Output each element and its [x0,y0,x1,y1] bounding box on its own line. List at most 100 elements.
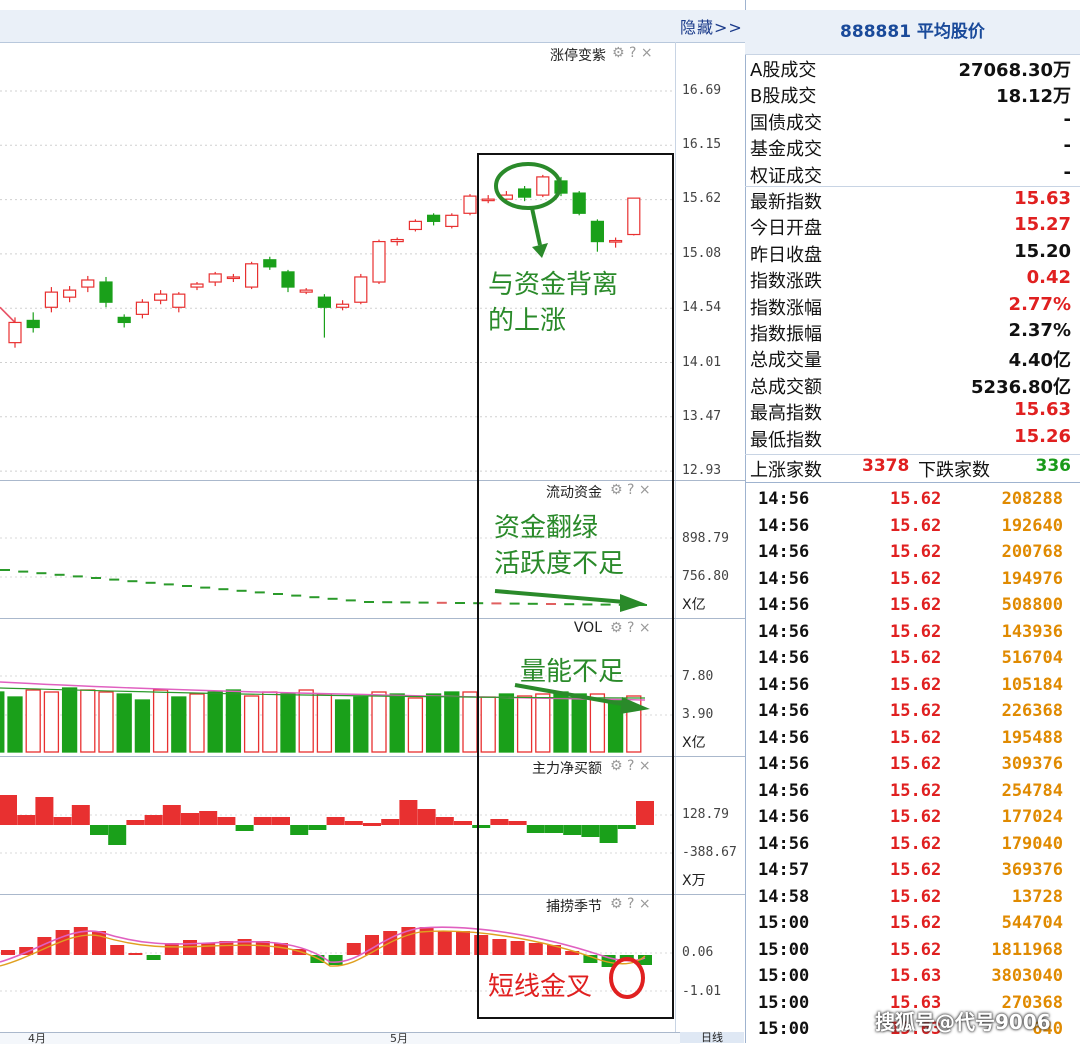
close-icon[interactable]: × [638,620,651,636]
net-unit: X万 [682,873,706,889]
close-icon[interactable]: × [638,482,651,498]
net-buy-bar [326,817,345,825]
period-tab-daily[interactable]: 日线 [680,1032,744,1043]
gear-icon[interactable]: ⚙ [610,896,623,912]
tick-price: 15.62 [890,701,942,721]
quote-value: 5236.80亿 [971,376,1071,398]
volume-bar [607,699,624,753]
candle[interactable] [536,176,550,196]
candle[interactable] [590,220,605,243]
candle[interactable] [263,259,277,268]
candle[interactable] [408,220,422,231]
season-bar [456,931,470,955]
gear-icon[interactable]: ⚙ [610,620,623,636]
tick-time: 14:56 [758,621,810,642]
quote-label: 最高指数 [750,403,822,425]
candle[interactable] [481,198,495,202]
ma10-line [0,306,16,323]
quote-value: - [1063,161,1071,183]
volume-bar [462,691,478,753]
quote-row: 指数涨幅 2.77% [750,294,1075,320]
candle[interactable] [172,293,186,308]
candle[interactable] [608,239,623,243]
help-icon[interactable]: ? [627,620,635,636]
season-bar [437,931,452,955]
candle[interactable] [99,281,113,303]
price-ytick: 14.01 [682,355,722,370]
tick-time: 14:56 [758,807,810,827]
gear-icon[interactable]: ⚙ [610,758,623,774]
volume-bar [371,691,387,753]
candle[interactable] [281,271,295,288]
quote-label: 指数涨跌 [750,271,822,293]
divider [745,454,1080,455]
vol-ytick: 7.80 [682,669,714,684]
candle[interactable] [208,273,222,283]
candle[interactable] [226,276,240,280]
candle[interactable] [135,301,149,315]
season-bar [510,941,525,955]
kline-chart[interactable] [0,0,745,1043]
divergence-circle [494,162,562,210]
up-count-value: 3378 [862,456,910,476]
tick-row: 14:56 15.62 195488 [750,728,1075,754]
price-ytick: 16.15 [682,137,722,152]
price-ytick: 12.93 [682,463,722,478]
candle[interactable] [154,293,168,301]
tick-row: 15:00 15.62 544704 [750,913,1075,939]
quote-value: 4.40亿 [1008,350,1071,372]
candle[interactable] [44,291,59,308]
tick-price: 15.62 [890,886,942,907]
help-icon[interactable]: ? [627,896,635,912]
candle[interactable] [299,289,313,293]
quote-label: 指数涨幅 [750,297,822,319]
candle[interactable] [117,316,131,324]
help-icon[interactable]: ? [627,758,635,774]
help-icon[interactable]: ? [627,482,635,498]
candle[interactable] [8,321,22,344]
net-buy-bar [545,825,563,833]
volume-bar [0,691,5,753]
panel-separator [0,756,745,757]
candle[interactable] [372,240,386,283]
close-icon[interactable]: × [638,896,651,912]
net-buy-bar [235,825,254,831]
net-buy-bar [162,805,181,825]
tick-price: 15.62 [890,542,942,562]
gear-icon[interactable]: ⚙ [610,482,623,498]
close-icon[interactable]: × [640,45,653,61]
candle[interactable] [427,214,441,222]
candle[interactable] [26,319,40,329]
candle[interactable] [81,279,95,288]
candle[interactable] [190,283,204,288]
chart-area[interactable] [0,0,745,1043]
tick-volume: 508800 [1001,595,1063,615]
season-bar [328,955,343,965]
candle[interactable] [245,263,259,288]
tick-price: 15.62 [890,913,942,933]
quote-value: - [1063,108,1071,130]
candle[interactable] [336,303,350,308]
candle[interactable] [517,188,532,198]
hide-panel-button[interactable]: 隐藏>> [680,18,743,37]
panel-separator [0,894,745,895]
net-panel-title: 主力净买额 [532,761,602,777]
close-icon[interactable]: × [638,758,651,774]
tick-row: 14:56 15.62 508800 [750,595,1075,621]
gear-icon[interactable]: ⚙ [612,45,625,61]
volume-bar [116,693,132,753]
net-buy-bar [599,825,618,843]
candle[interactable] [445,214,459,228]
candle[interactable] [463,195,477,214]
net-buy-bar [526,825,545,833]
candle[interactable] [354,276,368,303]
help-icon[interactable]: ? [629,45,637,61]
tick-volume: 208288 [1001,489,1063,509]
candle[interactable] [627,197,641,236]
season-bar [547,945,561,955]
candle[interactable] [390,238,404,243]
candle[interactable] [317,296,331,308]
candle[interactable] [62,289,77,298]
tick-volume: 105184 [1001,674,1063,695]
candle[interactable] [572,192,586,214]
